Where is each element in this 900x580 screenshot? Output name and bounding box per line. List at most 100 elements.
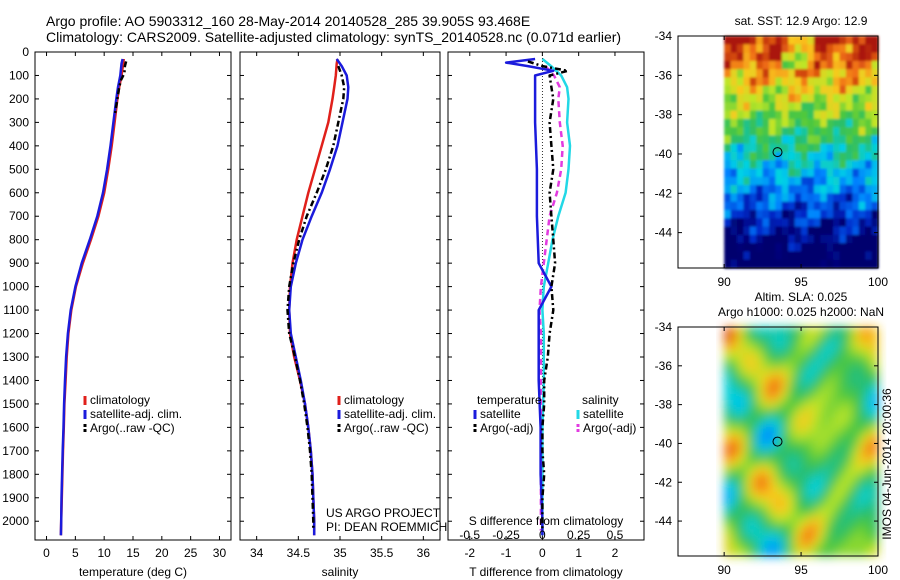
map-cell [801, 60, 809, 70]
map-cell [839, 466, 847, 475]
map-cell [762, 515, 770, 524]
map-cell [762, 102, 770, 112]
map-cell [756, 36, 764, 45]
map-cell [845, 384, 853, 394]
map-cell [813, 547, 821, 557]
legend-label-argo: Argo(..raw -QC) [344, 421, 429, 435]
map-cell [865, 515, 873, 524]
map-cell [865, 193, 873, 203]
map-cell [781, 539, 789, 549]
map-cell [858, 498, 866, 508]
map-cell [756, 85, 764, 95]
map-cell [852, 60, 860, 70]
map-cell [775, 210, 783, 219]
map-cell [813, 523, 821, 533]
map-cell [871, 160, 879, 170]
map-cell [788, 36, 796, 45]
map-cell [775, 77, 783, 87]
x-axis-label: T difference from climatology [469, 565, 623, 579]
map-cell [833, 466, 841, 475]
map-cell [775, 168, 783, 178]
map-cell [743, 160, 751, 170]
map-cell [813, 143, 821, 153]
map-cell [737, 135, 744, 145]
map-cell [724, 234, 732, 244]
map-cell [820, 367, 828, 377]
map-cell [865, 457, 873, 467]
map-cell [826, 466, 834, 475]
map-cell [865, 417, 873, 426]
map-cell [775, 69, 783, 78]
map-cell [730, 259, 738, 269]
map-cell [801, 118, 809, 128]
map-cell [858, 474, 866, 483]
map-cell [871, 466, 879, 475]
map-cell [781, 376, 789, 385]
map-cell [839, 441, 847, 451]
map-cell [743, 152, 751, 161]
map-cell [762, 392, 770, 402]
map-cell [762, 234, 770, 244]
map-cell [756, 226, 764, 236]
map-cell [845, 417, 853, 426]
map-cell [852, 441, 860, 451]
map-cell [724, 359, 732, 369]
map-cell [807, 176, 815, 186]
map-cell [781, 60, 789, 70]
map-cell [730, 343, 738, 353]
map-cell [737, 417, 744, 426]
map-cell [794, 127, 802, 136]
map-cell [730, 392, 738, 402]
map-cell [737, 226, 744, 236]
map-cell [871, 102, 879, 112]
map-cell [769, 60, 776, 70]
map-cell [807, 539, 815, 549]
map-cell [858, 531, 866, 541]
series-line-argo [286, 65, 346, 531]
map-cell [858, 547, 866, 557]
map-cell [788, 77, 796, 87]
x-tick-label: 95 [794, 275, 808, 289]
map-cell [781, 343, 789, 353]
map-cell [813, 490, 821, 500]
map-cell [788, 259, 796, 269]
map-cell [813, 335, 821, 344]
map-cell [775, 259, 783, 269]
map-cell [769, 110, 776, 120]
map-cell [794, 531, 802, 541]
map-cell [858, 523, 866, 533]
map-cell [730, 234, 738, 244]
map-cell [801, 506, 809, 516]
map-cell [858, 351, 866, 361]
map-cell [724, 251, 732, 261]
map-cell [813, 359, 821, 369]
map-cell [724, 506, 732, 516]
map-cell [865, 176, 873, 186]
map-cell [801, 417, 809, 426]
map-cell [749, 210, 757, 219]
map-cell [826, 482, 834, 492]
map-cell [749, 234, 757, 244]
map-cell [749, 482, 757, 492]
map-cell [826, 210, 834, 219]
map-cell [826, 234, 834, 244]
map-cell [794, 433, 802, 443]
map-cell [801, 523, 809, 533]
map-cell [756, 417, 764, 426]
map-cell [788, 441, 796, 451]
map-cell [852, 367, 860, 377]
map-cell [730, 102, 738, 112]
map-cell [813, 343, 821, 353]
map-cell [826, 36, 834, 45]
map-cell [801, 201, 809, 211]
map-cell [833, 77, 841, 87]
map-cell [813, 60, 821, 70]
map-cell [781, 143, 789, 153]
map-cell [724, 490, 732, 500]
map-cell [807, 243, 815, 252]
map-cell [801, 425, 809, 434]
map-cell [820, 69, 828, 78]
map-cell [807, 376, 815, 385]
map-cell [769, 392, 776, 402]
map-cell [871, 243, 879, 252]
